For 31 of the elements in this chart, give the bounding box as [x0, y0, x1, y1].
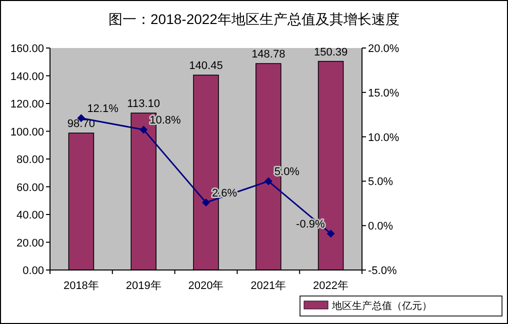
chart-title: 图一：2018-2022年地区生产总值及其增长速度 [108, 11, 400, 27]
y-tick-label: 40.00 [16, 210, 44, 222]
y2-tick-label: -5.0% [368, 265, 397, 277]
x-tick-label: 2019年 [126, 280, 162, 292]
x-tick-label: 2018年 [63, 280, 99, 292]
data-label: 148.78 [252, 48, 286, 61]
data-label: 140.45 [189, 60, 223, 72]
point [326, 230, 335, 238]
x-tick-label: 2020年 [188, 280, 224, 292]
data-label: 12.1% [87, 103, 119, 116]
y-tick-label: 140.00 [10, 70, 44, 83]
y-tick-label: 20.00 [16, 237, 44, 250]
point [202, 198, 210, 207]
y2-tick-label: 0.0% [368, 220, 394, 233]
point [140, 126, 148, 134]
y2-tick-label: 5.0% [368, 176, 394, 188]
y2-tick-label: 10.0% [368, 132, 400, 144]
y-tick-label: 60.00 [16, 182, 44, 194]
legend-label: 地区生产总值（亿元） [331, 300, 432, 312]
y-tick-label: 0.00 [22, 265, 44, 277]
y-tick-label: 80.00 [16, 154, 44, 166]
data-label: 150.39 [314, 46, 348, 58]
x-tick-label: 2021年 [250, 280, 286, 292]
y2-tick-label: 20.0% [368, 43, 400, 55]
y-tick-label: 120.00 [10, 98, 44, 110]
y-tick-label: 160.00 [10, 43, 44, 55]
y2-tick-label: 15.0% [368, 87, 400, 100]
point [264, 177, 272, 186]
y-tick-label: 100.00 [10, 126, 44, 138]
data-label: 113.10 [127, 98, 160, 110]
x-tick-label: 2022年 [313, 280, 349, 292]
